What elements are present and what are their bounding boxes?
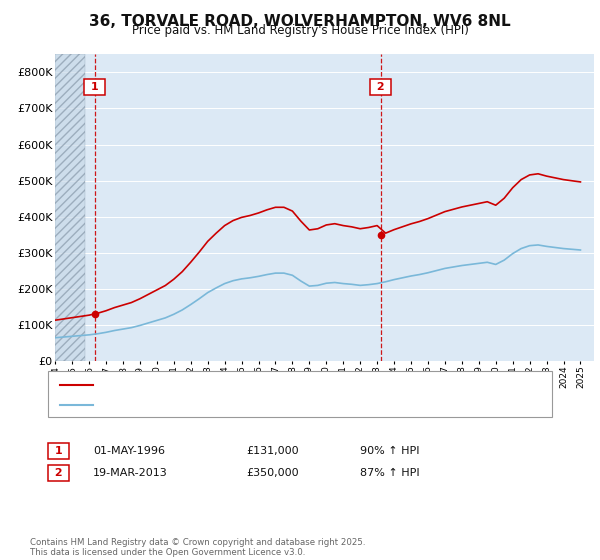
Text: 87% ↑ HPI: 87% ↑ HPI [360,468,419,478]
Text: 01-MAY-1996: 01-MAY-1996 [93,446,165,456]
Text: £131,000: £131,000 [246,446,299,456]
Bar [55,54,85,361]
Text: 1: 1 [87,82,103,92]
Text: 2: 2 [51,468,67,478]
Text: 19-MAR-2013: 19-MAR-2013 [93,468,168,478]
Text: 2: 2 [373,82,388,92]
Text: 36, TORVALE ROAD, WOLVERHAMPTON, WV6 8NL (detached house): 36, TORVALE ROAD, WOLVERHAMPTON, WV6 8NL… [99,380,451,390]
Text: Price paid vs. HM Land Registry's House Price Index (HPI): Price paid vs. HM Land Registry's House … [131,24,469,37]
Text: 90% ↑ HPI: 90% ↑ HPI [360,446,419,456]
Text: £350,000: £350,000 [246,468,299,478]
Text: 36, TORVALE ROAD, WOLVERHAMPTON, WV6 8NL: 36, TORVALE ROAD, WOLVERHAMPTON, WV6 8NL [89,14,511,29]
Text: HPI: Average price, detached house, Wolverhampton: HPI: Average price, detached house, Wolv… [99,400,374,410]
Text: 1: 1 [51,446,67,456]
Text: Contains HM Land Registry data © Crown copyright and database right 2025.
This d: Contains HM Land Registry data © Crown c… [30,538,365,557]
